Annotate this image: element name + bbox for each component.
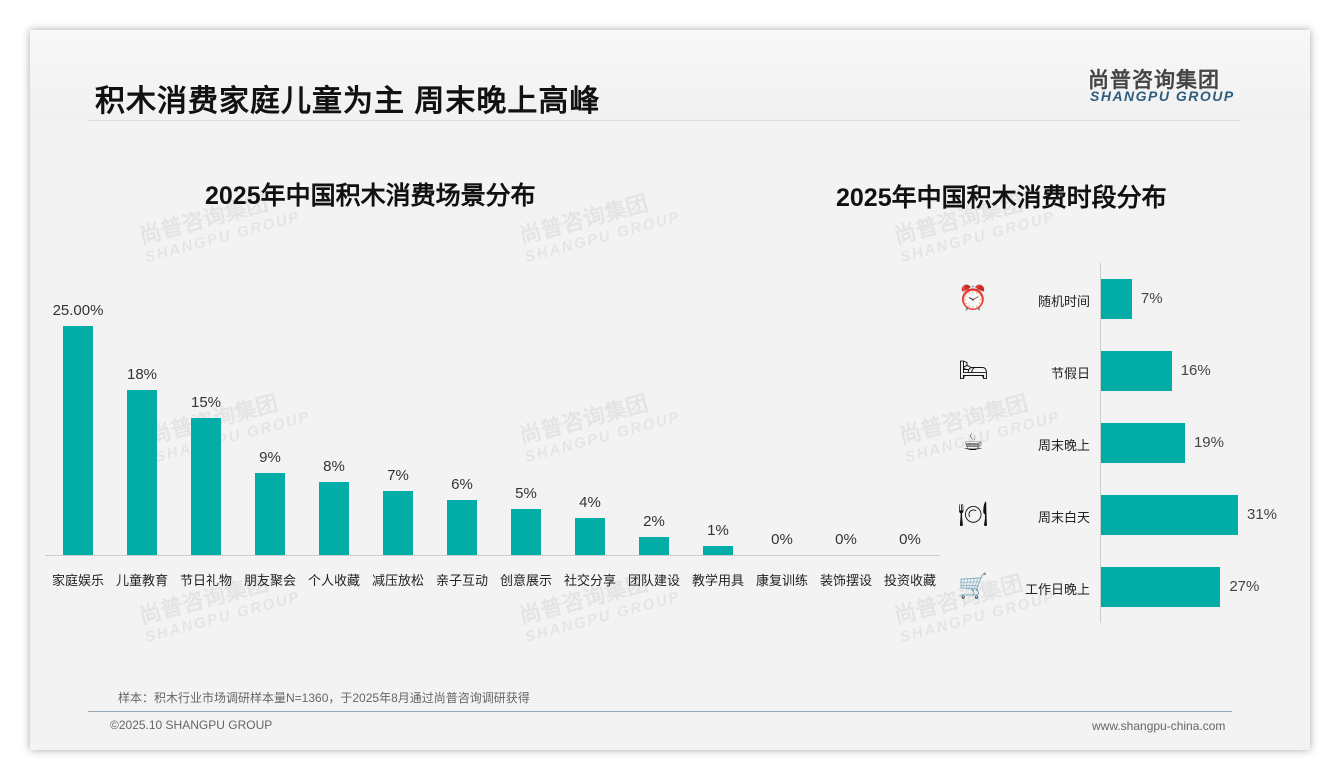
plate-cutlery-icon: 🍽 bbox=[958, 501, 989, 528]
category-label: 亲子互动 bbox=[435, 573, 488, 588]
bar bbox=[1101, 495, 1238, 535]
bar bbox=[639, 536, 669, 555]
category-label: 工作日晚上 bbox=[1024, 582, 1090, 597]
data-label: 15% bbox=[190, 393, 222, 411]
right-chart-title: 2025年中国积木消费时段分布 bbox=[836, 184, 1167, 212]
data-label: 0% bbox=[899, 531, 921, 548]
category-label: 节日礼物 bbox=[179, 573, 232, 588]
bar bbox=[1101, 567, 1221, 607]
data-label: 16% bbox=[1180, 362, 1211, 379]
data-label: 2% bbox=[643, 512, 665, 530]
data-label: 9% bbox=[259, 448, 281, 466]
alarm-clock-icon: ⏰ bbox=[958, 285, 988, 312]
category-label: 周末晚上 bbox=[1037, 438, 1090, 453]
category-label: 康复训练 bbox=[755, 573, 808, 588]
footer-divider bbox=[88, 711, 1232, 712]
bar bbox=[255, 472, 285, 555]
category-label: 创意展示 bbox=[499, 573, 552, 588]
sample-note: 样本：积木行业市场调研样本量N=1360，于2025年8月通过尚普咨询调研获得 bbox=[118, 691, 530, 705]
data-label: 31% bbox=[1247, 506, 1278, 523]
left-chart-axis bbox=[45, 555, 940, 556]
data-label: 19% bbox=[1193, 434, 1224, 451]
data-label: 18% bbox=[126, 366, 158, 384]
data-label: 8% bbox=[323, 457, 345, 475]
bar bbox=[383, 490, 413, 555]
logo-cn: 尚普咨询集团 bbox=[1088, 69, 1220, 92]
category-label: 周末白天 bbox=[1037, 510, 1090, 525]
bar bbox=[63, 326, 93, 555]
bar bbox=[575, 518, 605, 555]
category-label: 装饰摆设 bbox=[819, 573, 872, 588]
data-label: 4% bbox=[579, 494, 601, 512]
coffee-mug-icon: ☕ bbox=[962, 429, 984, 456]
website-link[interactable]: www.shangpu-china.com bbox=[1092, 719, 1226, 733]
bed-icon: 🛏 bbox=[958, 357, 989, 384]
header-divider bbox=[88, 120, 1240, 121]
bar bbox=[127, 390, 157, 555]
category-label: 家庭娱乐 bbox=[51, 573, 104, 588]
header bbox=[30, 30, 1310, 120]
page-title: 积木消费家庭儿童为主 周末晚上高峰 bbox=[95, 85, 601, 118]
category-label: 儿童教育 bbox=[115, 573, 168, 588]
bar bbox=[319, 481, 349, 555]
data-label: 7% bbox=[1140, 290, 1163, 307]
data-label: 0% bbox=[835, 531, 857, 548]
data-label: 25.00% bbox=[52, 302, 104, 319]
data-label: 7% bbox=[387, 466, 409, 484]
data-label: 27% bbox=[1229, 578, 1260, 595]
logo-en: SHANGPU GROUP bbox=[1090, 88, 1235, 104]
data-label: 0% bbox=[771, 531, 793, 548]
category-label: 随机时间 bbox=[1037, 294, 1090, 309]
category-label: 团队建设 bbox=[627, 573, 680, 588]
data-label: 6% bbox=[451, 476, 473, 494]
right-chart-axis bbox=[1100, 263, 1101, 623]
category-label: 减压放松 bbox=[371, 573, 424, 588]
slide: 积木消费家庭儿童为主 周末晚上高峰 尚普咨询集团 SHANGPU GROUP bbox=[30, 30, 1310, 750]
bar bbox=[703, 545, 733, 555]
data-label: 1% bbox=[707, 521, 729, 539]
left-chart-title: 2025年中国积木消费场景分布 bbox=[205, 182, 536, 210]
category-label: 个人收藏 bbox=[307, 573, 360, 588]
category-label: 社交分享 bbox=[563, 573, 616, 588]
data-label: 5% bbox=[515, 485, 537, 503]
bar bbox=[1101, 351, 1172, 391]
category-label: 朋友聚会 bbox=[243, 573, 296, 588]
bar bbox=[1101, 279, 1132, 319]
copyright: ©2025.10 SHANGPU GROUP bbox=[110, 718, 273, 732]
category-label: 节假日 bbox=[1050, 366, 1090, 381]
category-label: 投资收藏 bbox=[883, 573, 936, 588]
bar bbox=[511, 509, 541, 555]
bar bbox=[1101, 423, 1185, 463]
category-label: 教学用具 bbox=[691, 573, 744, 588]
shopping-cart-icon: 🛒 bbox=[958, 573, 988, 600]
bar bbox=[191, 417, 221, 555]
bar bbox=[447, 500, 477, 555]
